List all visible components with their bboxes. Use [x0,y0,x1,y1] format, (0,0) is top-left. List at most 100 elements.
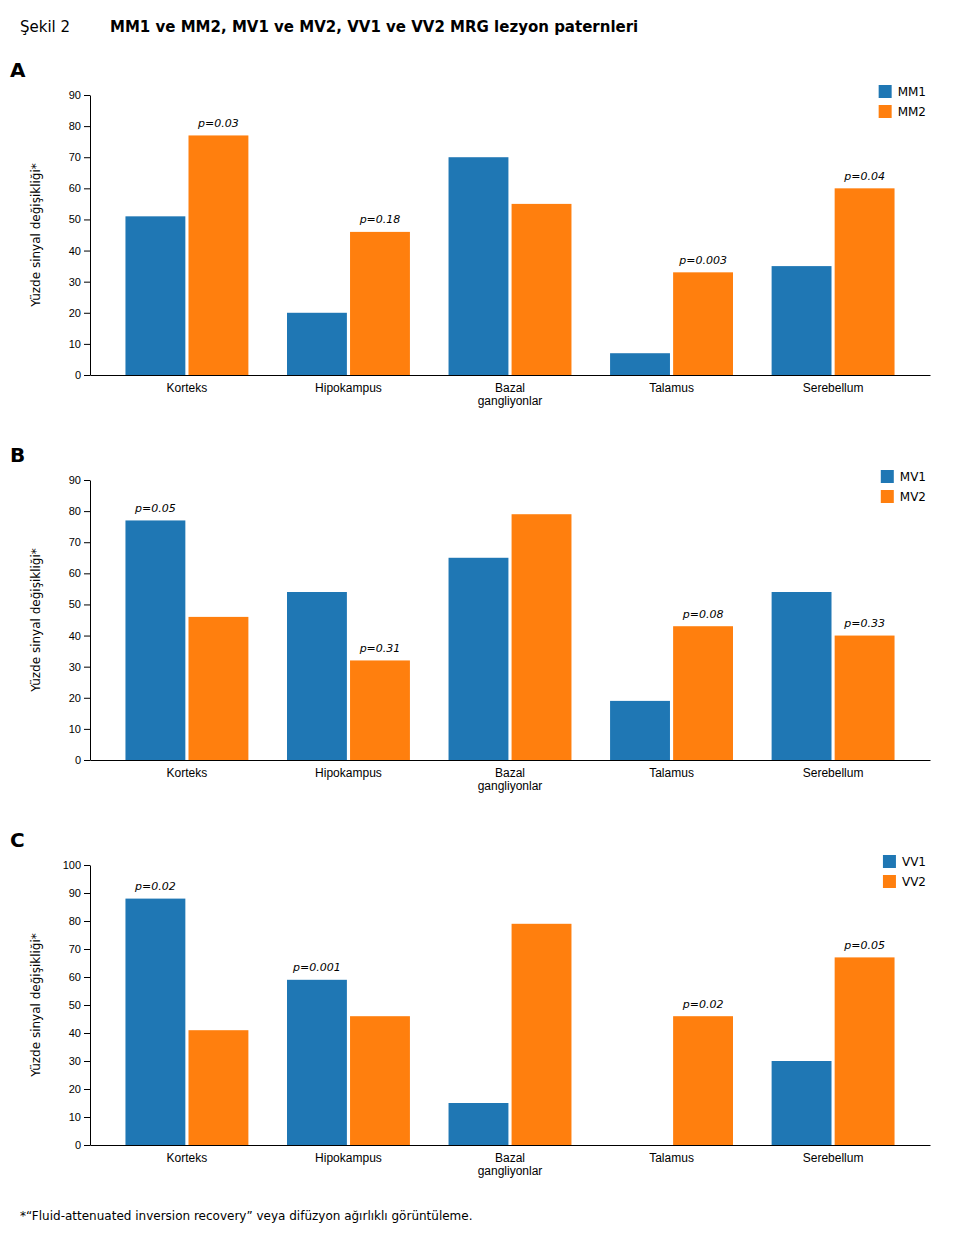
y-tick-mark [84,604,90,605]
bar [835,636,895,760]
y-tick-label: 30 [69,276,81,288]
y-tick: 80 [69,505,90,517]
x-tick-label-line: gangliyonlar [478,394,543,408]
x-tick-label-line: Serebellum [803,381,864,395]
bar [449,558,509,760]
y-tick-mark [84,729,90,730]
y-tick-mark [84,1005,90,1006]
x-axis: Korteks Hipokampus Bazalgangliyonlar Talamu… [91,1146,931,1179]
x-tick-label: Serebellum [803,381,864,395]
y-tick: 30 [69,661,90,673]
y-tick-label: 10 [69,338,81,350]
bar [835,957,895,1145]
x-tick-label: Hipokampus [315,381,382,395]
y-tick-mark [84,282,90,283]
x-tick: Korteks [167,1151,208,1165]
legend-swatch [883,855,896,868]
y-tick-mark [84,865,90,866]
y-tick-label: 60 [69,971,81,983]
y-tick-label: 30 [69,661,81,673]
y-tick-label: 70 [69,943,81,955]
x-tick: Bazalgangliyonlar [478,381,543,409]
annotation: p=0.31 [359,642,401,655]
y-tick: 100 [63,859,90,871]
y-tick-mark [84,480,90,481]
y-tick-label: 30 [69,1055,81,1067]
x-tick-label: Talamus [649,1151,694,1165]
y-tick: 0 [75,369,90,381]
legend-item: MM1 [879,85,926,99]
legend-item: VV1 [883,855,926,869]
y-tick: 40 [69,630,90,642]
y-tick-label: 70 [69,151,81,163]
x-tick-label: Serebellum [803,766,864,780]
y-tick-label: 50 [69,999,81,1011]
x-axis-line [91,1145,931,1146]
y-axis-line [90,481,91,761]
bar [287,980,347,1145]
x-tick: Talamus [649,381,694,395]
y-tick-mark [84,188,90,189]
y-tick: 0 [75,1139,90,1151]
bar [610,1145,670,1146]
y-tick: 20 [69,307,90,319]
y-tick: 80 [69,915,90,927]
x-tick-label-line: Hipokampus [315,381,382,395]
y-tick: 70 [69,943,90,955]
y-tick-mark [84,95,90,96]
y-axis-title: Yüzde sinyal değişikliği* [29,548,43,693]
x-tick-label-line: Talamus [649,766,694,780]
annotation: p=0.02 [134,880,176,893]
x-tick-label: Talamus [649,766,694,780]
bars [125,899,894,1145]
bar [772,1061,832,1145]
legend-swatch [879,105,892,118]
panel-label: B [10,443,25,467]
y-tick-label: 40 [69,245,81,257]
y-axis-title: Yüzde sinyal değişikliği* [29,163,43,308]
x-tick-label: Korteks [167,1151,208,1165]
x-tick: Bazalgangliyonlar [478,1151,543,1179]
bar [449,157,509,375]
x-tick-label: Korteks [167,766,208,780]
bar [350,1016,410,1145]
chart: 0102030405060708090KorteksHipokampusBaza… [10,443,931,793]
y-tick: 70 [69,536,90,548]
y-tick-label: 20 [69,307,81,319]
y-tick: 50 [69,598,90,610]
subtitle: Şekil 2 [20,18,70,36]
legend-swatch [879,85,892,98]
x-tick: Hipokampus [315,1151,382,1165]
y-tick-mark [84,1117,90,1118]
x-tick: Talamus [649,1151,694,1165]
x-tick-label-line: Korteks [167,1151,208,1165]
x-tick-label-line: Bazal [495,1151,525,1165]
y-tick: 90 [69,89,90,101]
y-tick-mark [84,760,90,761]
y-tick: 60 [69,567,90,579]
legend-label: MM1 [898,85,926,99]
panel-label: A [10,58,26,82]
footnote: *“Fluid-attenuated inversion recovery” v… [20,1209,473,1223]
bar [673,272,733,375]
x-tick-label-line: Bazal [495,381,525,395]
annotation: p=0.02 [682,998,724,1011]
y-tick: 10 [69,1111,90,1123]
annotations: p=0.02p=0.001p=0.02p=0.05 [134,880,885,1011]
bar [188,135,248,375]
x-tick-label-line: gangliyonlar [478,779,543,793]
legend-swatch [883,875,896,888]
y-tick: 90 [69,887,90,899]
x-axis: KorteksHipokampusBazalgangliyonlarTalamu… [91,376,931,409]
legend-swatch [881,490,894,503]
y-tick-mark [84,1089,90,1090]
y-tick-mark [84,219,90,220]
annotation: p=0.05 [843,939,885,952]
x-tick-label: Hipokampus [315,766,382,780]
bar [287,313,347,375]
bar [350,660,410,760]
x-tick-label-line: Korteks [167,766,208,780]
y-axis-line [90,96,91,376]
y-tick: 30 [69,276,90,288]
y-tick: 40 [69,1027,90,1039]
